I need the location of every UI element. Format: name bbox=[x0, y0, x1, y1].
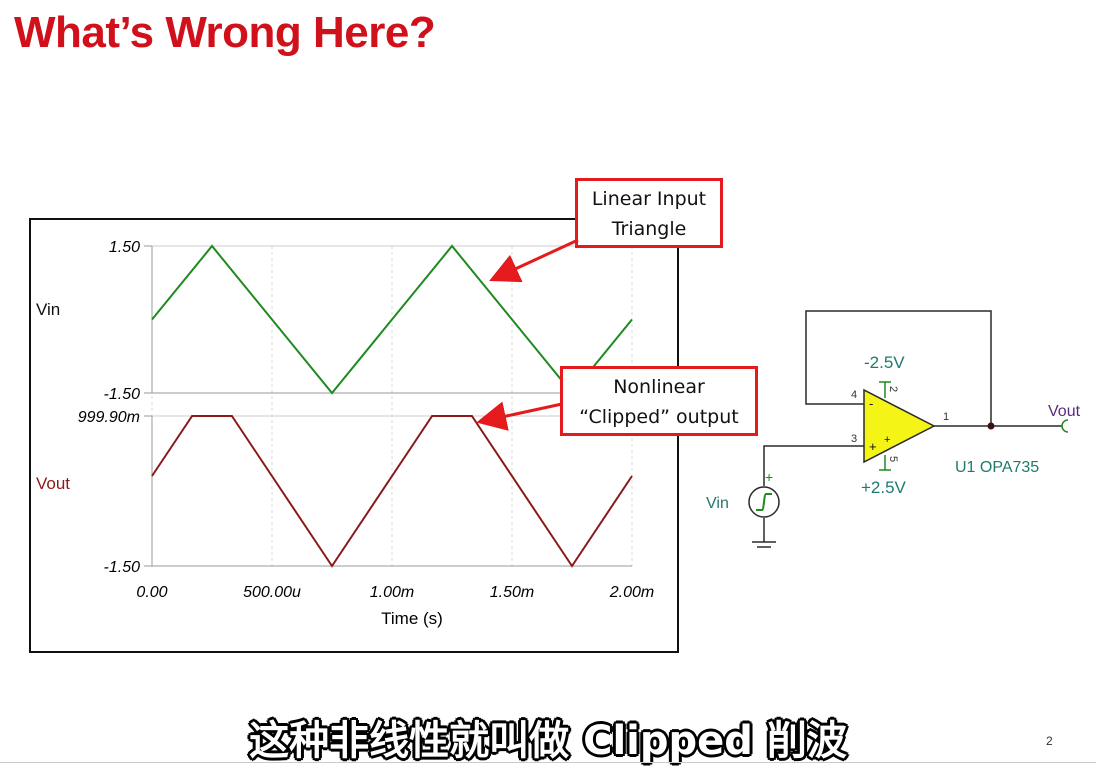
callout-linear-input-line1: Linear Input bbox=[591, 188, 707, 210]
opamp-minus-sign: - bbox=[869, 396, 873, 411]
vin-ytick-top: 1.50 bbox=[109, 239, 140, 256]
x-tick-label: 500.00u bbox=[243, 584, 301, 601]
callout-linear-input: Linear Input Triangle bbox=[575, 178, 723, 248]
feedback-wire bbox=[805, 310, 992, 426]
bottom-divider bbox=[0, 762, 1096, 763]
opamp-plus-sign: + bbox=[869, 439, 877, 454]
vout-series-label: Vout bbox=[36, 474, 70, 493]
vin-source-plus: + bbox=[765, 469, 773, 485]
x-axis-label: Time (s) bbox=[381, 609, 443, 628]
input-wire bbox=[763, 445, 866, 486]
neg-supply-label: -2.5V bbox=[864, 353, 905, 372]
vout-ytick-top: 999.90m bbox=[78, 409, 140, 426]
vin-ytick-bottom: -1.50 bbox=[104, 386, 141, 403]
vout-ytick-bottom: -1.50 bbox=[104, 559, 141, 576]
vin-series-label: Vin bbox=[36, 300, 60, 319]
video-subtitle: 这种非线性就叫做 Clipped 削波 bbox=[249, 718, 847, 764]
pin-2: 2 bbox=[887, 386, 899, 392]
vout-series-line bbox=[151, 415, 633, 568]
pin-1: 1 bbox=[943, 411, 949, 423]
vout-label: Vout bbox=[1048, 403, 1081, 420]
callout-clipped-output-line2: “Clipped” output bbox=[579, 406, 739, 428]
opamp-plus-sign-2: + bbox=[884, 434, 890, 446]
page-number: 2 bbox=[1046, 734, 1053, 748]
callout-clipped-output-line1: Nonlinear bbox=[613, 376, 705, 398]
opamp-triangle bbox=[863, 388, 936, 464]
x-tick-label: 2.00m bbox=[609, 584, 654, 601]
x-tick-label: 0.00 bbox=[136, 584, 167, 601]
x-tick-label: 1.50m bbox=[490, 584, 534, 601]
vout-terminal bbox=[1061, 419, 1069, 433]
step-icon bbox=[756, 493, 772, 511]
x-tick-label: 1.00m bbox=[370, 584, 414, 601]
callout-clipped-output: Nonlinear “Clipped” output bbox=[560, 366, 758, 436]
output-junction bbox=[987, 422, 995, 430]
pos-supply-label: +2.5V bbox=[861, 478, 907, 497]
pin-3: 3 bbox=[851, 433, 857, 445]
x-tick-labels: 0.00 500.00u 1.00m 1.50m 2.00m bbox=[136, 584, 654, 601]
callout-linear-input-line2: Triangle bbox=[611, 218, 687, 240]
vin-label: Vin bbox=[706, 495, 729, 512]
part-label: U1 OPA735 bbox=[955, 459, 1039, 476]
pin-4: 4 bbox=[851, 389, 857, 401]
pin-5: 5 bbox=[887, 456, 899, 462]
page-title: What’s Wrong Here? bbox=[14, 8, 436, 57]
